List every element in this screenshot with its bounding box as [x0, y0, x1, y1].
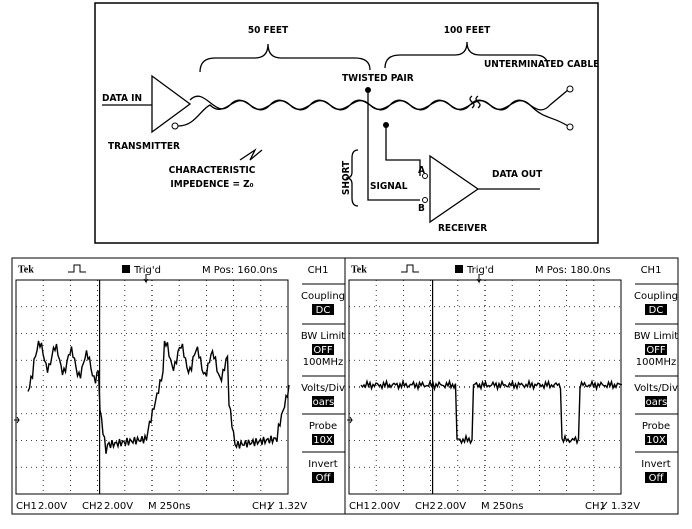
- menu-label: Volts/Div: [634, 383, 678, 394]
- footer-label: CH2: [415, 501, 436, 512]
- menu-setting: Coarse: [306, 397, 341, 408]
- menu-label: Probe: [642, 421, 670, 432]
- label: A: [418, 165, 425, 176]
- pin: [172, 123, 178, 129]
- position: M Pos: 180.0ns: [535, 265, 611, 276]
- footer-label: 2.00V: [38, 501, 67, 512]
- footer-label: CH1: [252, 501, 273, 512]
- label: TWISTED PAIR: [342, 73, 414, 84]
- label: B: [418, 203, 425, 214]
- menu-setting: OFF: [313, 345, 333, 356]
- label: DATA IN: [102, 93, 142, 104]
- footer-label: 2.00V: [104, 501, 133, 512]
- pin: [567, 86, 573, 92]
- menu-label: BW Limit: [634, 331, 678, 342]
- label: IMPEDENCE = Z₀: [170, 179, 253, 190]
- pin: [567, 124, 573, 130]
- scope-brand: Tek: [18, 264, 34, 275]
- trigger-status: Trig'd: [466, 265, 494, 276]
- trigger-box: [455, 265, 463, 273]
- scope-brand: Tek: [351, 264, 367, 275]
- menu-label: Invert: [308, 459, 337, 470]
- label: 100 FEET: [444, 25, 491, 36]
- menu-label: Coupling: [634, 291, 678, 302]
- menu-label: Coupling: [301, 291, 345, 302]
- footer-label: CH1: [16, 501, 37, 512]
- menu-extra: 100MHz: [636, 357, 676, 368]
- menu-title: CH1: [308, 265, 329, 276]
- pin: [423, 198, 428, 203]
- menu-setting: 10X: [313, 435, 333, 446]
- trigger-box: [122, 265, 130, 273]
- menu-setting: OFF: [646, 345, 666, 356]
- label: 50 FEET: [248, 25, 289, 36]
- menu-setting: 10X: [646, 435, 666, 446]
- menu-setting: Off: [316, 473, 332, 484]
- menu-label: Probe: [309, 421, 337, 432]
- label: DATA OUT: [492, 169, 543, 180]
- label: SIGNAL: [370, 181, 408, 192]
- diagram-frame: [95, 3, 598, 243]
- menu-label: Volts/Div: [301, 383, 345, 394]
- menu-title: CH1: [641, 265, 662, 276]
- menu-setting: Coarse: [639, 397, 674, 408]
- footer-label: CH1: [349, 501, 370, 512]
- footer-label: CH2: [82, 501, 103, 512]
- scope-screen: Tek Trig'd M Pos: 160.0ns CH1 Coupling DC BW L…: [12, 258, 345, 514]
- label: RECEIVER: [438, 223, 487, 234]
- label: CHARACTERISTIC: [169, 165, 256, 176]
- menu-setting: DC: [649, 305, 664, 316]
- position: M Pos: 160.0ns: [202, 265, 278, 276]
- circuit-diagram: 50 FEET 100 FEET DATA IN TRANSMITTER TWI…: [95, 3, 599, 243]
- footer-label: M 250ns: [481, 501, 523, 512]
- oscilloscope-screens: Tek Trig'd M Pos: 160.0ns CH1 Coupling DC BW L…: [12, 258, 678, 514]
- footer-label: CH1: [585, 501, 606, 512]
- menu-label: Invert: [641, 459, 670, 470]
- footer-label: M 250ns: [148, 501, 190, 512]
- label: UNTERMINATED CABLE: [484, 59, 599, 70]
- scope-frame: [12, 258, 345, 514]
- menu-extra: 100MHz: [303, 357, 343, 368]
- label: TRANSMITTER: [108, 141, 180, 152]
- scope-screen: Tek Trig'd M Pos: 180.0ns CH1 Coupling DC BW L…: [345, 258, 678, 514]
- footer-label: 2.00V: [371, 501, 400, 512]
- footer-label: 1.32V: [611, 501, 640, 512]
- page: 50 FEET 100 FEET DATA IN TRANSMITTER TWI…: [0, 0, 692, 529]
- menu-label: BW Limit: [301, 331, 345, 342]
- footer-label: 2.00V: [437, 501, 466, 512]
- menu-setting: DC: [316, 305, 331, 316]
- trigger-status: Trig'd: [133, 265, 161, 276]
- menu-setting: Off: [649, 473, 665, 484]
- footer-label: 1.32V: [278, 501, 307, 512]
